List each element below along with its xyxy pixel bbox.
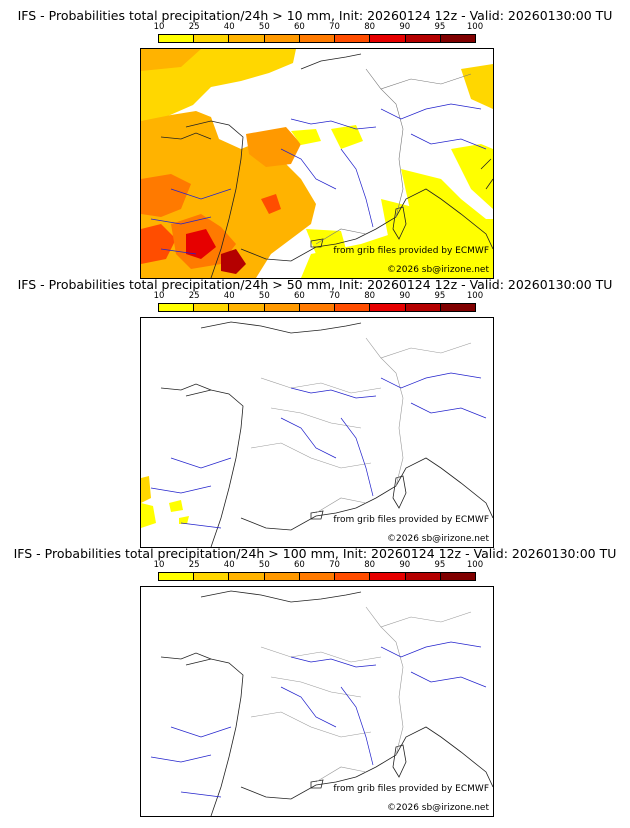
- legend-tick-label: 90: [399, 560, 411, 570]
- coastlines: [160, 590, 493, 816]
- legend-swatch: [229, 304, 265, 311]
- legend-swatch: [159, 304, 195, 311]
- credit-copyright: ©2026 sb@irizone.net: [387, 534, 489, 544]
- legend-tick-label: 25: [188, 22, 200, 32]
- color-legend: 10 25 40 50 60 70 80 90 95 100: [154, 560, 484, 583]
- legend-bar: [158, 572, 476, 581]
- coastlines: [160, 321, 493, 547]
- legend-swatch: [264, 573, 300, 580]
- legend-swatch: [299, 304, 336, 311]
- legend-tick-label: 80: [364, 22, 376, 32]
- legend-tick-label: 95: [434, 560, 446, 570]
- legend-swatch: [264, 304, 300, 311]
- rivers: [150, 372, 487, 529]
- legend-tick-label: 95: [434, 291, 446, 301]
- legend-labels: 10 25 40 50 60 70 80 90 95 100: [154, 22, 484, 33]
- legend-swatch: [159, 573, 195, 580]
- legend-tick-label: 60: [294, 291, 305, 301]
- credit-copyright: ©2026 sb@irizone.net: [387, 265, 489, 275]
- legend-tick-label: 70: [329, 22, 340, 32]
- map-graphic: [141, 49, 493, 278]
- credit-source: from grib files provided by ECMWF: [333, 515, 489, 525]
- legend-swatch: [299, 573, 336, 580]
- legend-swatch: [440, 573, 475, 580]
- country-borders: [315, 68, 472, 245]
- map-frame: from grib files provided by ECMWF ©2026 …: [140, 586, 494, 817]
- legend-swatch: [370, 304, 406, 311]
- legend-tick-label: 80: [364, 291, 376, 301]
- legend-tick-label: 25: [188, 291, 200, 301]
- legend-swatch: [370, 573, 406, 580]
- legend-tick-label: 50: [258, 22, 270, 32]
- credit-source: from grib files provided by ECMWF: [333, 246, 489, 256]
- country-borders: [250, 337, 472, 514]
- legend-swatch: [370, 35, 406, 42]
- credit-copyright: ©2026 sb@irizone.net: [387, 803, 489, 813]
- map-frame: from grib files provided by ECMWF ©2026 …: [140, 48, 494, 279]
- legend-swatch: [194, 35, 230, 42]
- legend-tick-label: 40: [223, 560, 235, 570]
- legend-swatch: [440, 304, 475, 311]
- panel-title: IFS - Probabilities total precipitation/…: [17, 277, 613, 292]
- legend-tick-label: 25: [188, 560, 200, 570]
- legend-swatch: [405, 304, 441, 311]
- legend-tick-label: 70: [329, 560, 340, 570]
- legend-swatch: [194, 304, 230, 311]
- coastlines: [160, 53, 493, 278]
- legend-bar: [158, 34, 476, 43]
- legend-tick-label: 60: [294, 560, 305, 570]
- precip-field: [141, 476, 189, 528]
- legend-bar: [158, 303, 476, 312]
- rivers: [150, 103, 487, 255]
- legend-tick-label: 100: [466, 560, 484, 570]
- legend-tick-label: 10: [153, 291, 165, 301]
- legend-swatch: [229, 573, 265, 580]
- legend-tick-label: 50: [258, 291, 270, 301]
- panel-title: IFS - Probabilities total precipitation/…: [17, 8, 613, 23]
- legend-tick-label: 100: [466, 22, 484, 32]
- precip-field: [141, 49, 493, 278]
- legend-swatch: [264, 35, 300, 42]
- legend-labels: 10 25 40 50 60 70 80 90 95 100: [154, 560, 484, 571]
- legend-tick-label: 60: [294, 22, 305, 32]
- country-borders: [250, 606, 472, 783]
- legend-tick-label: 10: [153, 560, 165, 570]
- panel-title: IFS - Probabilities total precipitation/…: [13, 546, 617, 561]
- legend-tick-label: 70: [329, 291, 340, 301]
- legend-swatch: [229, 35, 265, 42]
- legend-swatch: [335, 573, 371, 580]
- color-legend: 10 25 40 50 60 70 80 90 95 100: [154, 22, 484, 45]
- legend-swatch: [335, 304, 371, 311]
- legend-tick-label: 50: [258, 560, 270, 570]
- legend-tick-label: 10: [153, 22, 165, 32]
- rivers: [150, 641, 487, 798]
- legend-tick-label: 80: [364, 560, 376, 570]
- legend-labels: 10 25 40 50 60 70 80 90 95 100: [154, 291, 484, 302]
- legend-swatch: [194, 573, 230, 580]
- legend-swatch: [299, 35, 336, 42]
- legend-swatch: [405, 35, 441, 42]
- color-legend: 10 25 40 50 60 70 80 90 95 100: [154, 291, 484, 314]
- legend-tick-label: 95: [434, 22, 446, 32]
- legend-tick-label: 90: [399, 291, 411, 301]
- map-frame: from grib files provided by ECMWF ©2026 …: [140, 317, 494, 548]
- legend-tick-label: 100: [466, 291, 484, 301]
- legend-tick-label: 40: [223, 291, 235, 301]
- legend-swatch: [159, 35, 195, 42]
- legend-tick-label: 40: [223, 22, 235, 32]
- legend-swatch: [335, 35, 371, 42]
- credit-source: from grib files provided by ECMWF: [333, 784, 489, 794]
- map-graphic: [141, 321, 493, 547]
- map-graphic: [150, 590, 493, 816]
- legend-swatch: [440, 35, 475, 42]
- legend-tick-label: 90: [399, 22, 411, 32]
- legend-swatch: [405, 573, 441, 580]
